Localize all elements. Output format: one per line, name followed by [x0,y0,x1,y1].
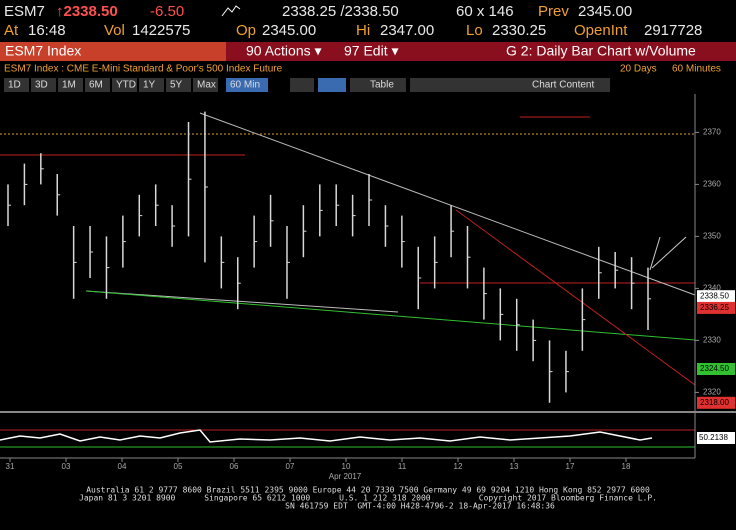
time-label: At [4,22,19,39]
ticker: ESM7 [4,3,45,20]
subtitle: ESM7 Index : CME E-Mini Standard & Poor'… [4,64,283,75]
time: 16:48 [28,22,66,39]
period: 60 Minutes [672,64,721,75]
x-tick-label: 10 [342,462,351,471]
price-tag [697,301,735,314]
range-button[interactable] [112,78,137,92]
x-tick-label: 13 [510,462,519,471]
chart-name: G 2: Daily Bar Chart w/Volume [506,43,696,59]
table[interactable]: Table [370,80,394,91]
range-button[interactable] [166,78,191,92]
range-button[interactable] [139,78,164,92]
range-label[interactable]: 6M [89,80,103,91]
draw-button[interactable] [290,78,314,92]
x-tick-label: 31 [6,462,15,471]
range-label[interactable]: YTD [116,80,136,91]
oi: 2917728 [644,22,702,39]
security[interactable]: ESM7 Index [5,43,81,59]
indicator-line [0,429,653,443]
high-label: Hi [356,22,370,39]
prev-label: Prev [538,3,569,20]
y-tick-label: 2340 [703,284,721,293]
price-tag-label: 2324.50 [700,364,729,373]
change: -6.50 [150,3,184,20]
open-label: Op [236,22,256,39]
range-button[interactable] [58,78,83,92]
range-button[interactable] [4,78,29,92]
toolbar: 1D 3D 1M 6M YTD 1Y 5Y Max [4,78,218,92]
price: ↑2338.50 [56,3,118,20]
range-button[interactable] [31,78,56,92]
low-label: Lo [466,22,483,39]
security-box[interactable] [0,42,226,61]
month-label: Apr 2017 [329,472,362,481]
edit-menu[interactable]: 97 Edit ▾ [344,43,399,59]
price-tag-label: 2338.50 [700,291,729,300]
indicator-value: 50.2138 [699,433,728,442]
y-tick-label: 2320 [703,388,721,397]
y-tick-label: 2330 [703,336,721,345]
table-button[interactable] [350,78,406,92]
size: 60 x 146 [456,3,514,20]
range-label[interactable]: Max [197,80,216,91]
x-tick-label: 18 [622,462,631,471]
bid-ask: 2338.25 /2338.50 [282,3,399,20]
vol-label: Vol [104,22,125,39]
price-tag [697,290,735,303]
range: 20 Days [620,64,657,75]
range-label[interactable]: 3D [35,80,48,91]
actions-menu[interactable]: 90 Actions ▾ [246,43,322,59]
price-tag-label: 2336.25 [700,303,729,312]
footer-line: Japan 81 3 3201 8900 Singapore 65 6212 1… [79,494,657,503]
y-tick-label: 2350 [703,232,721,241]
x-tick-label: 05 [174,462,183,471]
x-tick-label: 12 [454,462,463,471]
prev: 2345.00 [578,3,632,20]
range-label[interactable]: 5Y [170,80,183,91]
y-tick-label: 2370 [703,128,721,137]
x-tick-label: 06 [230,462,239,471]
range-label[interactable]: 1M [62,80,76,91]
y-tick-label: 2360 [703,180,721,189]
price-tag [697,363,735,375]
trendline [455,209,696,386]
trendline [85,290,696,341]
arrow [651,236,687,269]
low: 2330.25 [492,22,546,39]
sparkline [221,5,241,17]
footer: Australia 61 2 9777 8600 Brazil 5511 239… [79,486,657,511]
range-button[interactable] [193,78,218,92]
price-bars [7,111,651,403]
oi-label: OpenInt [574,22,628,39]
trendline [85,290,399,313]
footer-line: SN 461759 EDT GMT-4:00 H428-4796-2 18-Ap… [285,502,555,511]
range-button[interactable] [85,78,110,92]
vol: 1422575 [132,22,190,39]
range-label[interactable]: 1Y [143,80,156,91]
footer-line: Australia 61 2 9777 8600 Brazil 5511 239… [86,486,650,495]
x-tick-label: 03 [62,462,71,471]
chart-content[interactable]: Chart Content [532,80,594,91]
x-tick-label: 11 [398,462,407,471]
interval[interactable]: 60 Min [230,80,260,91]
x-tick-label: 17 [566,462,575,471]
x-tick-label: 07 [286,462,295,471]
interval-button[interactable] [226,78,268,92]
price-tag [697,396,735,409]
indicator-tag [697,432,735,444]
price-tag-label: 2318.00 [700,398,729,407]
scale-button[interactable] [318,78,346,92]
arrow [649,236,661,271]
range-label[interactable]: 1D [8,80,21,91]
trendline [199,112,696,296]
x-tick-label: 04 [118,462,127,471]
chart-content-button[interactable] [410,78,610,92]
high: 2347.00 [380,22,434,39]
open: 2345.00 [262,22,316,39]
